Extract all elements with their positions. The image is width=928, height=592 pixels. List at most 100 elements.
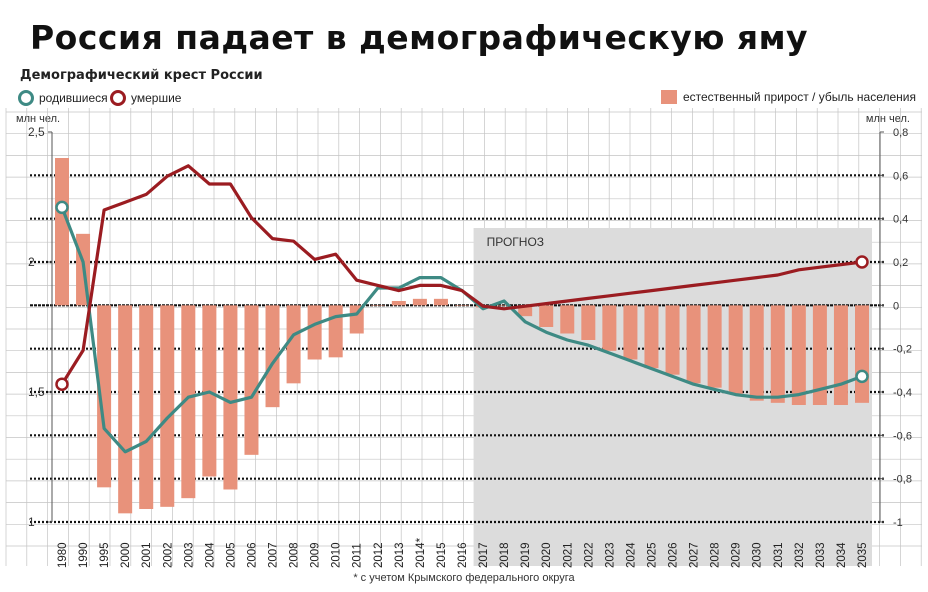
right-tick-label: 0,2 — [893, 257, 908, 269]
forecast-label: ПРОГНОЗ — [487, 235, 544, 249]
bar — [244, 305, 259, 455]
right-tick-label: -0,2 — [893, 344, 912, 356]
x-tick-label: 2005 — [225, 542, 237, 568]
x-tick-label: 2017 — [478, 542, 490, 568]
x-tick-label: 2013 — [394, 542, 406, 568]
bar — [770, 305, 785, 403]
right-tick-label: 0 — [893, 300, 899, 312]
x-tick-label: 2021 — [562, 542, 574, 568]
right-tick-label: -1 — [893, 517, 903, 529]
forecast-area — [473, 228, 872, 566]
bar — [139, 305, 154, 509]
x-tick-label: 2032 — [794, 542, 806, 568]
died-marker-icon — [110, 90, 126, 106]
x-tick-label: 2020 — [541, 542, 553, 568]
x-tick-label: 2029 — [731, 542, 743, 568]
bar — [833, 305, 848, 405]
axes: 1 1,5 2 2,5 0,8 0,6 0,4 0,2 0 -0,2 -0,4 -0,6 -0,8 -1 1… — [28, 125, 912, 568]
x-tick-label: 1980 — [57, 542, 69, 568]
bar — [265, 305, 280, 408]
x-tick-label: 2031 — [773, 542, 785, 568]
bar — [791, 305, 806, 405]
legend-died-label: умершие — [131, 91, 182, 105]
bar — [55, 158, 69, 306]
x-tick-label: 2025 — [646, 542, 658, 568]
x-tick-label: 2001 — [141, 542, 153, 568]
x-tick-label: 2026 — [668, 542, 680, 568]
died-marker — [855, 255, 869, 269]
x-tick-label: 2002 — [162, 542, 174, 568]
bar — [497, 305, 512, 306]
bar — [328, 305, 343, 358]
bar — [623, 305, 638, 360]
born-marker — [855, 369, 869, 384]
x-tick-label: 2004 — [204, 542, 216, 568]
bar — [644, 305, 659, 369]
bar — [812, 305, 827, 405]
end-markers — [55, 200, 869, 391]
x-tick-label: 2009 — [310, 542, 322, 568]
legend-died: умершие — [110, 90, 181, 106]
bar — [665, 305, 680, 375]
bar — [349, 305, 364, 334]
x-tick-label: 2014* — [415, 537, 427, 568]
bar-swatch-icon — [660, 90, 677, 104]
right-axis-unit: млн чел. — [865, 113, 910, 125]
bar — [602, 305, 617, 351]
x-tick-label: 2030 — [752, 542, 764, 568]
left-tick-label: 1,5 — [28, 385, 45, 399]
bar — [160, 305, 175, 507]
bar — [370, 305, 385, 306]
x-tick-label: 2022 — [583, 542, 595, 568]
line-series — [60, 164, 864, 454]
left-tick-label: 1 — [28, 515, 35, 529]
legend-natural-label: естественный прирост / убыль населения — [682, 90, 916, 104]
x-tick-label: 2024 — [625, 542, 637, 568]
x-tick-label: 2018 — [499, 542, 511, 568]
x-tick-label: 2016 — [457, 542, 469, 568]
right-tick-label: 0,6 — [893, 170, 908, 182]
bar — [518, 305, 533, 317]
x-tick-label: 2007 — [268, 542, 280, 568]
right-tick-label: -0,6 — [893, 430, 912, 442]
born-marker — [55, 200, 69, 215]
bar — [307, 305, 322, 360]
right-tick-label: 0,4 — [893, 214, 908, 226]
page-title: Россия падает в демографическую яму — [30, 18, 809, 57]
bar — [855, 305, 869, 403]
bar — [686, 305, 701, 384]
bar — [433, 298, 448, 306]
x-tick-label: 2000 — [120, 542, 132, 568]
bar — [749, 305, 764, 401]
x-tick-label: 2028 — [710, 542, 722, 568]
forecast-region: ПРОГНОЗ — [473, 228, 872, 566]
right-tick-label: -0,4 — [893, 387, 912, 399]
right-tick-label: 0,8 — [893, 127, 908, 139]
x-tick-label: 2023 — [604, 542, 616, 568]
x-tick-label: 2034 — [836, 542, 848, 568]
right-tick-label: -0,8 — [893, 474, 912, 486]
bar — [223, 305, 238, 490]
bar — [412, 298, 427, 306]
left-tick-label: 2 — [28, 255, 35, 269]
x-tick-label: 2008 — [289, 542, 301, 568]
legend-born-label: родившиеся — [39, 91, 108, 105]
left-tick-label: 2,5 — [28, 125, 45, 139]
legend-natural: естественный прирост / убыль населения — [660, 90, 916, 104]
bar — [707, 305, 722, 388]
x-tick-label: 2012 — [373, 542, 385, 568]
x-tick-label: 2003 — [183, 542, 195, 568]
x-tick-label: 1995 — [99, 542, 111, 568]
footnote: * с учетом Крымского федерального округа — [353, 572, 575, 584]
bar — [560, 305, 575, 334]
x-tick-label: 2010 — [331, 542, 343, 568]
x-tick-label: 2011 — [352, 543, 364, 568]
chart-subtitle: Демографический крест России — [20, 68, 263, 83]
bar — [286, 305, 301, 384]
x-tick-label: 2015 — [436, 542, 448, 568]
died-marker — [55, 377, 69, 391]
born-marker-icon — [18, 90, 34, 106]
bar — [181, 305, 196, 499]
bar — [455, 305, 469, 306]
